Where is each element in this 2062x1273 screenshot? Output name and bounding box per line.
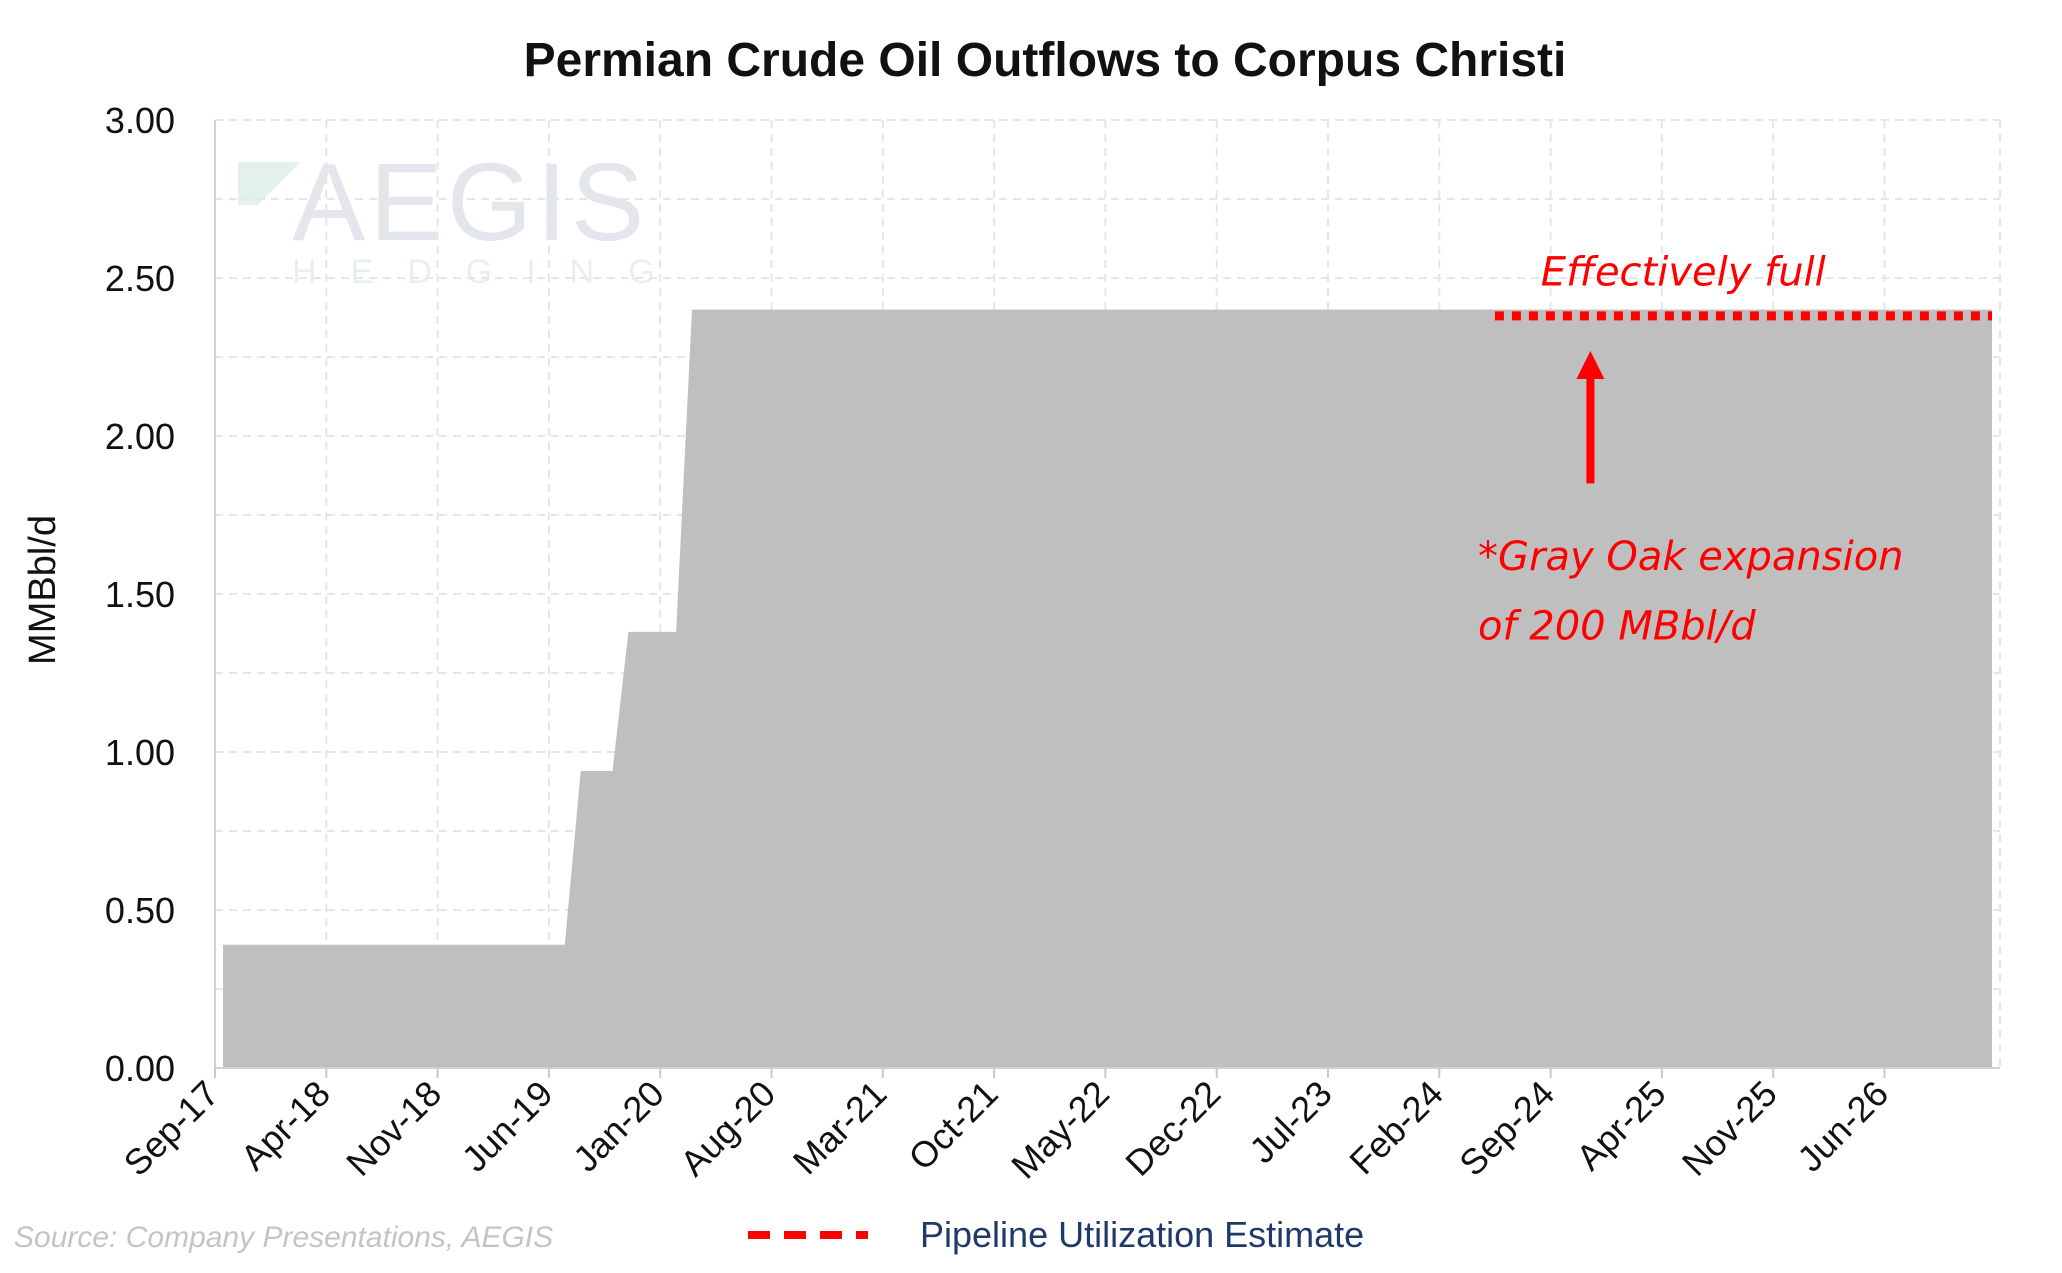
x-tick-label: Aug-20 <box>672 1073 783 1184</box>
y-axis-title: MMBbl/d <box>22 515 64 665</box>
x-tick-labels: Sep-17 Apr-18 Nov-18 Jun-19 Jan-20 Aug-20 Mar-… <box>116 1073 1897 1187</box>
x-tick-label: Nov-25 <box>1674 1073 1785 1184</box>
y-tick-label: 0.50 <box>105 890 175 931</box>
area-fill <box>223 309 1992 1069</box>
aegis-watermark: AEGIS HEDGING <box>238 141 689 291</box>
x-tick-label: Nov-18 <box>338 1073 449 1184</box>
x-tick-label: Jan-20 <box>565 1073 672 1180</box>
chart-title: Permian Crude Oil Outflows to Corpus Chr… <box>524 34 1567 87</box>
x-tick-label: Jun-26 <box>1789 1073 1896 1180</box>
y-tick-label: 2.00 <box>105 416 175 457</box>
axes <box>214 120 2000 1078</box>
source-note: Source: Company Presentations, AEGIS <box>14 1221 553 1254</box>
y-tick-label: 1.00 <box>105 732 175 773</box>
y-tick-label: 1.50 <box>105 574 175 615</box>
x-tick-label: Apr-25 <box>1568 1073 1673 1178</box>
area-series <box>223 309 1992 1069</box>
x-tick-label: Jul-23 <box>1241 1073 1339 1171</box>
annotation-0: Effectively full <box>1541 250 1826 296</box>
x-tick-label: Sep-17 <box>116 1073 227 1184</box>
arrow-head <box>1576 351 1605 379</box>
y-tick-label: 2.50 <box>105 258 175 299</box>
y-tick-labels: 0.00 0.50 1.00 1.50 2.00 2.50 3.00 <box>105 100 175 1089</box>
y-tick-label: 0.00 <box>105 1048 175 1089</box>
y-tick-label: 3.00 <box>105 100 175 141</box>
legend: Pipeline Utilization Estimate <box>748 1214 1364 1255</box>
annotation-2: of 200 MBbl/d <box>1478 604 1756 650</box>
x-tick-label: Mar-21 <box>785 1073 895 1183</box>
x-tick-label: Feb-24 <box>1341 1073 1451 1183</box>
x-tick-label: Dec-22 <box>1117 1073 1228 1184</box>
x-tick-label: May-22 <box>1003 1073 1117 1187</box>
annotation-1: *Gray Oak expansion <box>1478 534 1904 580</box>
watermark-sub-text: HEDGING <box>292 253 689 291</box>
x-tick-label: Oct-21 <box>900 1073 1005 1178</box>
x-tick-label: Apr-18 <box>233 1073 338 1178</box>
x-tick-label: Sep-24 <box>1451 1073 1562 1184</box>
legend-label: Pipeline Utilization Estimate <box>920 1214 1364 1255</box>
aegis-logo-mark <box>238 162 300 205</box>
watermark-main-text: AEGIS <box>292 141 648 264</box>
utilization-overlay: Effectively full *Gray Oak expansion of 20… <box>1478 250 1992 650</box>
x-tick-label: Jun-19 <box>454 1073 561 1180</box>
